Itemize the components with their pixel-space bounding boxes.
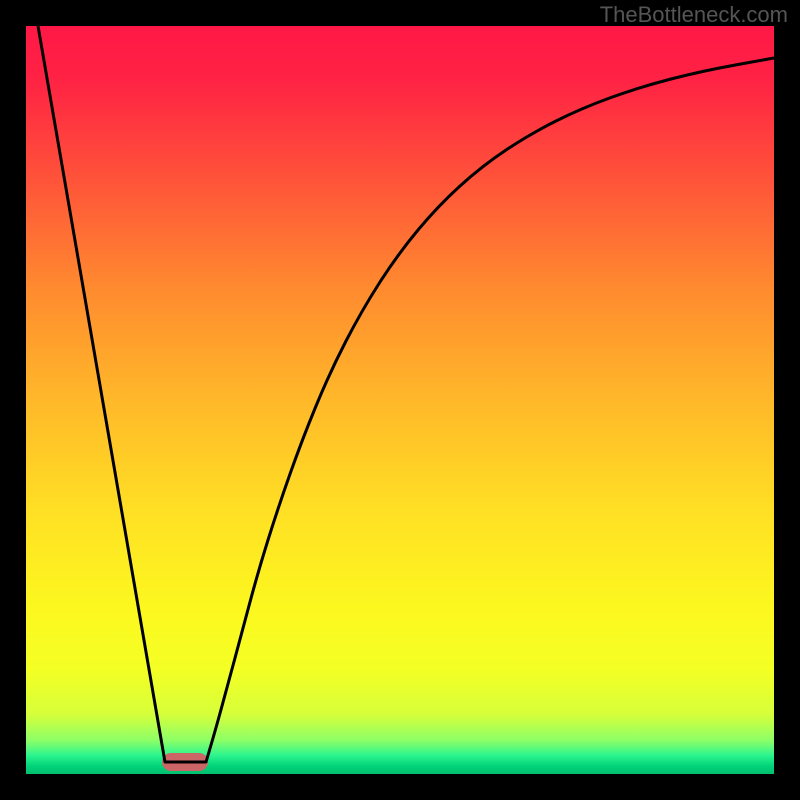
chart-svg (0, 0, 800, 800)
watermark-text: TheBottleneck.com (600, 2, 788, 28)
bottleneck-chart: TheBottleneck.com (0, 0, 800, 800)
gradient-background (26, 26, 774, 774)
